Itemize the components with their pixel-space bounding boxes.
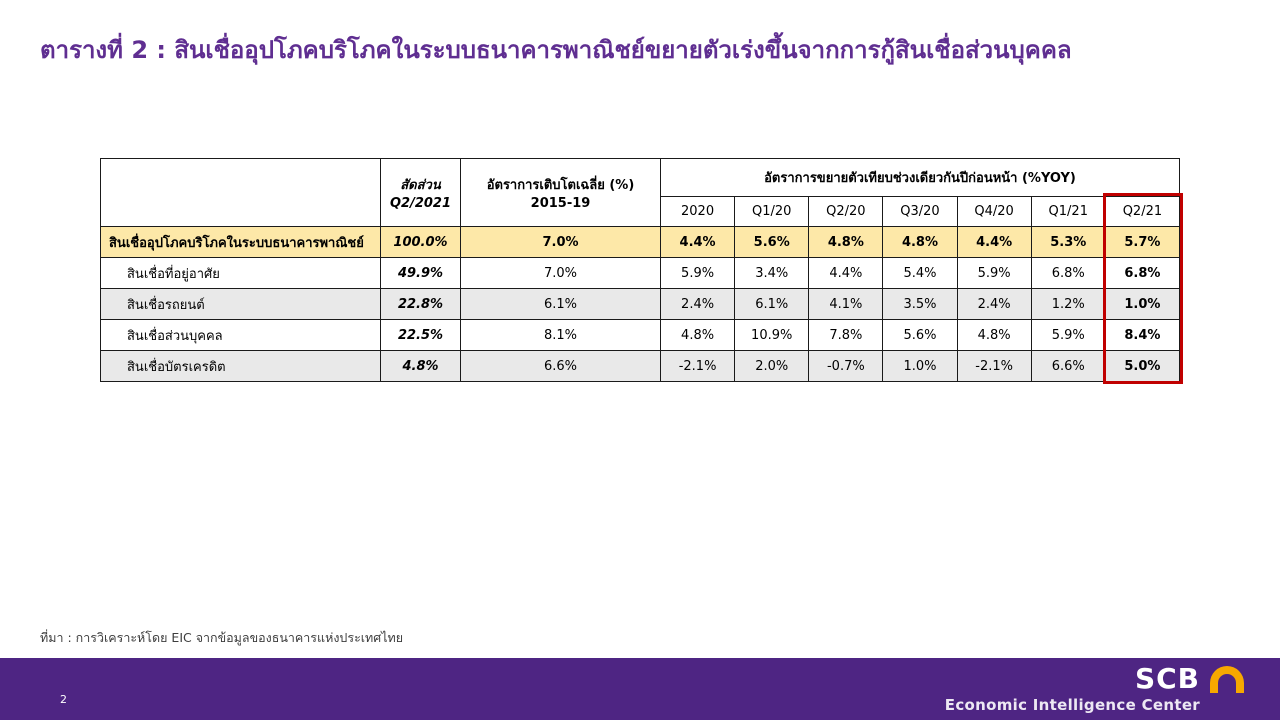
table-row-credit-card: สินเชื่อบัตรเครดิต 4.8% 6.6% -2.1% 2.0% … bbox=[100, 350, 1181, 382]
value-cell: 2.0% bbox=[734, 350, 810, 382]
page-number: 2 bbox=[60, 693, 67, 706]
value-cell: 5.9% bbox=[1030, 319, 1106, 351]
value-cell: 5.3% bbox=[1030, 226, 1106, 258]
value-cell: 6.8% bbox=[1030, 257, 1106, 289]
table-header-row-2: 2020 Q1/20 Q2/20 Q3/20 Q4/20 Q1/21 Q2/21 bbox=[101, 196, 1181, 227]
share-cell: 100.0% bbox=[380, 226, 461, 258]
value-cell: -0.7% bbox=[808, 350, 884, 382]
value-cell-latest: 6.8% bbox=[1104, 257, 1181, 289]
value-cell-latest: 1.0% bbox=[1104, 288, 1181, 320]
scb-logo-text: SCB bbox=[1134, 661, 1200, 695]
eic-subtitle: Economic Intelligence Center bbox=[944, 695, 1200, 714]
value-cell: 5.9% bbox=[956, 257, 1032, 289]
value-cell: 3.5% bbox=[882, 288, 958, 320]
value-cell: 4.8% bbox=[659, 319, 736, 351]
avg-growth-header: อัตราการเติบโตเฉลี่ย (%) 2015-19 bbox=[460, 158, 661, 227]
scb-arch-icon bbox=[1210, 665, 1244, 693]
avg-cell: 6.1% bbox=[460, 288, 661, 320]
share-header: สัดส่วน Q2/2021 bbox=[380, 158, 461, 227]
scb-eic-logo: SCB Economic Intelligence Center bbox=[944, 661, 1244, 714]
value-cell: 4.1% bbox=[808, 288, 884, 320]
quarter-header: Q1/21 bbox=[1030, 196, 1106, 227]
value-cell: 5.9% bbox=[659, 257, 736, 289]
value-cell: 4.8% bbox=[956, 319, 1032, 351]
quarter-header: Q1/20 bbox=[734, 196, 810, 227]
value-cell-latest: 8.4% bbox=[1104, 319, 1181, 351]
row-label: สินเชื่อส่วนบุคคล bbox=[100, 319, 381, 351]
value-cell: 4.8% bbox=[808, 226, 884, 258]
share-cell: 49.9% bbox=[380, 257, 461, 289]
value-cell: 4.4% bbox=[659, 226, 736, 258]
value-cell: 1.2% bbox=[1030, 288, 1106, 320]
avg-cell: 7.0% bbox=[460, 226, 661, 258]
quarter-header-latest: Q2/21 bbox=[1104, 196, 1181, 227]
share-cell: 4.8% bbox=[380, 350, 461, 382]
share-header-period: Q2/2021 bbox=[389, 196, 452, 211]
row-label: สินเชื่อบัตรเครดิต bbox=[100, 350, 381, 382]
value-cell: 2.4% bbox=[659, 288, 736, 320]
quarter-header: Q3/20 bbox=[882, 196, 958, 227]
table-header-row-1: สัดส่วน Q2/2021 อัตราการเติบโตเฉลี่ย (%)… bbox=[100, 158, 1180, 227]
quarter-header: Q2/20 bbox=[808, 196, 884, 227]
source-note: ที่มา : การวิเคราะห์โดย EIC จากข้อมูลของ… bbox=[40, 630, 404, 645]
value-cell-latest: 5.7% bbox=[1104, 226, 1181, 258]
quarter-header: Q4/20 bbox=[956, 196, 1032, 227]
value-cell: 4.8% bbox=[882, 226, 958, 258]
value-cell-latest: 5.0% bbox=[1104, 350, 1181, 382]
credit-table-container: สัดส่วน Q2/2021 อัตราการเติบโตเฉลี่ย (%)… bbox=[100, 158, 1183, 384]
credit-table: สัดส่วน Q2/2021 อัตราการเติบโตเฉลี่ย (%)… bbox=[100, 158, 1181, 382]
avg-cell: 8.1% bbox=[460, 319, 661, 351]
value-cell: -2.1% bbox=[956, 350, 1032, 382]
table-row-total: สินเชื่ออุปโภคบริโภคในระบบธนาคารพาณิชย์ … bbox=[100, 226, 1181, 258]
table-row-housing: สินเชื่อที่อยู่อาศัย 49.9% 7.0% 5.9% 3.4… bbox=[100, 257, 1181, 289]
value-cell: 6.6% bbox=[1030, 350, 1106, 382]
page-title: ตารางที่ 2 : สินเชื่ออุปโภคบริโภคในระบบธ… bbox=[40, 36, 1072, 64]
value-cell: 2.4% bbox=[956, 288, 1032, 320]
value-cell: 7.8% bbox=[808, 319, 884, 351]
value-cell: 3.4% bbox=[734, 257, 810, 289]
corner-cell bbox=[100, 158, 381, 227]
yoy-header: อัตราการขยายตัวเทียบช่วงเดียวกันปีก่อนหน… bbox=[660, 158, 1180, 197]
avg-growth-header-period: 2015-19 bbox=[530, 196, 591, 211]
table-row-auto: สินเชื่อรถยนต์ 22.8% 6.1% 2.4% 6.1% 4.1%… bbox=[100, 288, 1181, 320]
avg-cell: 6.6% bbox=[460, 350, 661, 382]
row-label: สินเชื่อรถยนต์ bbox=[100, 288, 381, 320]
share-cell: 22.8% bbox=[380, 288, 461, 320]
avg-cell: 7.0% bbox=[460, 257, 661, 289]
avg-growth-header-label: อัตราการเติบโตเฉลี่ย (%) bbox=[486, 178, 635, 193]
value-cell: 5.6% bbox=[882, 319, 958, 351]
value-cell: 10.9% bbox=[734, 319, 810, 351]
row-label: สินเชื่ออุปโภคบริโภคในระบบธนาคารพาณิชย์ bbox=[100, 226, 381, 258]
value-cell: 6.1% bbox=[734, 288, 810, 320]
table-row-personal: สินเชื่อส่วนบุคคล 22.5% 8.1% 4.8% 10.9% … bbox=[100, 319, 1181, 351]
share-cell: 22.5% bbox=[380, 319, 461, 351]
value-cell: 4.4% bbox=[808, 257, 884, 289]
brand-texts: SCB Economic Intelligence Center bbox=[944, 661, 1200, 714]
value-cell: 1.0% bbox=[882, 350, 958, 382]
value-cell: -2.1% bbox=[659, 350, 736, 382]
quarter-header: 2020 bbox=[659, 196, 736, 227]
value-cell: 4.4% bbox=[956, 226, 1032, 258]
value-cell: 5.4% bbox=[882, 257, 958, 289]
value-cell: 5.6% bbox=[734, 226, 810, 258]
row-label: สินเชื่อที่อยู่อาศัย bbox=[100, 257, 381, 289]
footer-bar: 2 SCB Economic Intelligence Center bbox=[0, 658, 1280, 720]
share-header-label: สัดส่วน bbox=[400, 178, 441, 193]
